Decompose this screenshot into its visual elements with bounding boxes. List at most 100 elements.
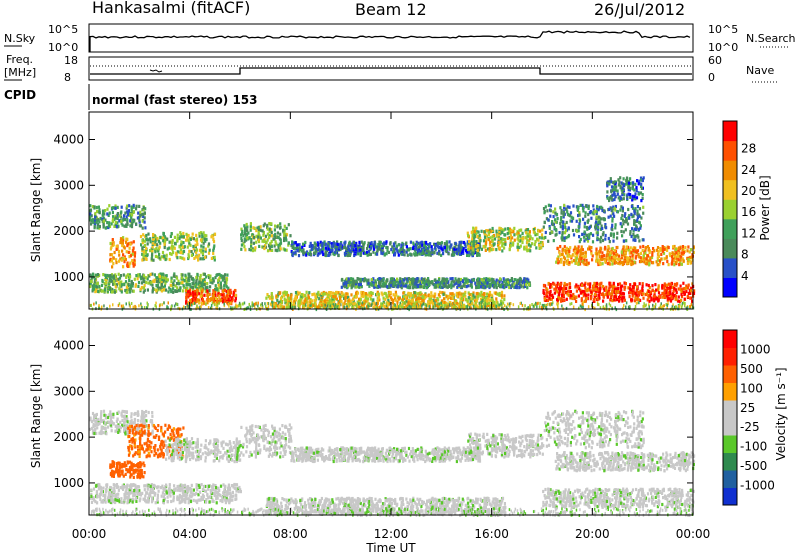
range-gate-cell — [665, 294, 668, 298]
range-gate-cell — [229, 299, 232, 303]
range-gate-cell — [170, 276, 173, 280]
range-gate-cell — [676, 256, 679, 260]
range-gate-cell — [125, 237, 128, 241]
range-gate-cell — [634, 282, 637, 287]
range-gate-cell — [294, 291, 298, 295]
range-gate-cell — [643, 256, 646, 260]
range-gate-cell — [163, 284, 166, 288]
range-gate-cell — [403, 306, 406, 310]
range-gate-cell — [155, 279, 158, 284]
range-gate-cell — [174, 289, 177, 293]
range-gate-cell — [337, 253, 340, 258]
range-gate-cell — [370, 241, 373, 245]
range-gate-cell — [525, 282, 528, 287]
range-gate-cell — [373, 306, 376, 310]
range-gate-cell — [471, 278, 474, 282]
range-gate-cell — [254, 246, 257, 250]
range-gate-cell — [509, 244, 512, 248]
range-gate-cell — [107, 213, 110, 217]
range-gate-cell — [194, 292, 197, 296]
range-gate-cell — [287, 241, 290, 245]
range-gate-cell — [485, 229, 488, 233]
range-gate-cell — [383, 291, 386, 295]
range-gate-cell — [604, 292, 607, 297]
range-gate-cell — [591, 254, 594, 258]
range-gate-cell — [343, 296, 346, 300]
range-gate-cell — [131, 221, 134, 225]
range-gate-cell — [142, 206, 145, 210]
range-gate-cell — [630, 262, 633, 267]
range-gate-cell — [438, 282, 441, 286]
range-gate-cell — [489, 283, 492, 287]
range-gate-cell — [675, 251, 678, 255]
range-gate-cell — [526, 232, 529, 236]
range-gate-cell — [637, 253, 640, 257]
range-gate-cell — [290, 300, 293, 304]
range-gate-cell — [464, 305, 467, 309]
range-gate-cell — [501, 280, 504, 284]
range-gate-cell — [646, 291, 649, 295]
range-gate-cell — [348, 249, 351, 253]
range-gate-cell — [268, 222, 271, 226]
range-gate-cell — [221, 293, 224, 297]
range-gate-cell — [560, 299, 563, 303]
range-gate-cell — [187, 255, 190, 259]
range-gate-cell — [240, 243, 243, 247]
range-gate-cell — [455, 281, 458, 285]
range-gate-cell — [224, 299, 227, 303]
range-gate-cell — [111, 206, 114, 210]
range-gate-cell — [344, 298, 347, 302]
range-gate-cell — [373, 285, 376, 289]
range-gate-cell — [663, 247, 666, 251]
range-gate-cell — [331, 291, 335, 295]
range-gate-cell — [376, 292, 379, 296]
range-gate-cell — [367, 249, 370, 253]
range-gate-cell — [153, 242, 156, 247]
range-gate-cell — [379, 240, 382, 245]
range-gate-cell — [385, 240, 388, 244]
range-gate-cell — [374, 303, 377, 307]
range-gate-cell — [127, 209, 130, 213]
range-gate-cell — [484, 285, 487, 289]
range-gate-cell — [131, 213, 134, 217]
range-gate-cell — [163, 242, 166, 246]
range-gate-cell — [272, 306, 275, 310]
range-gate-cell — [362, 294, 365, 299]
range-gate-cell — [577, 245, 580, 249]
range-gate-cell — [656, 263, 659, 267]
range-gate-cell — [595, 259, 598, 263]
range-gate-cell — [666, 248, 669, 252]
range-gate-cell — [559, 245, 562, 249]
range-gate-cell — [374, 279, 377, 283]
range-gate-cell — [661, 292, 664, 296]
range-gate-cell — [613, 252, 616, 256]
range-gate-cell — [132, 240, 135, 244]
range-gate-cell — [307, 293, 310, 297]
range-gate-cell — [342, 282, 346, 286]
range-gate-cell — [378, 247, 381, 251]
range-gate-cell — [150, 281, 153, 285]
range-gate-cell — [142, 208, 145, 212]
range-gate-cell — [487, 229, 490, 233]
range-gate-cell — [122, 245, 125, 249]
range-gate-cell — [271, 299, 274, 303]
range-gate-cell — [195, 288, 199, 292]
range-gate-cell — [504, 238, 507, 242]
range-gate-cell — [171, 284, 174, 288]
range-gate-cell — [467, 296, 470, 300]
range-gate-cell — [422, 299, 425, 303]
range-gate-cell — [358, 243, 361, 247]
range-gate-cell — [268, 227, 271, 231]
range-gate-cell — [302, 253, 305, 257]
range-gate-cell — [199, 273, 202, 278]
range-gate-cell — [504, 283, 507, 287]
range-gate-cell — [639, 298, 642, 302]
range-gate-cell — [459, 277, 463, 282]
range-gate-cell — [498, 233, 501, 237]
range-gate-cell — [487, 297, 490, 301]
range-gate-cell — [381, 283, 384, 287]
range-gate-cell — [329, 248, 332, 252]
range-gate-cell — [411, 297, 415, 301]
range-gate-cell — [104, 275, 108, 279]
range-gate-cell — [249, 224, 252, 228]
